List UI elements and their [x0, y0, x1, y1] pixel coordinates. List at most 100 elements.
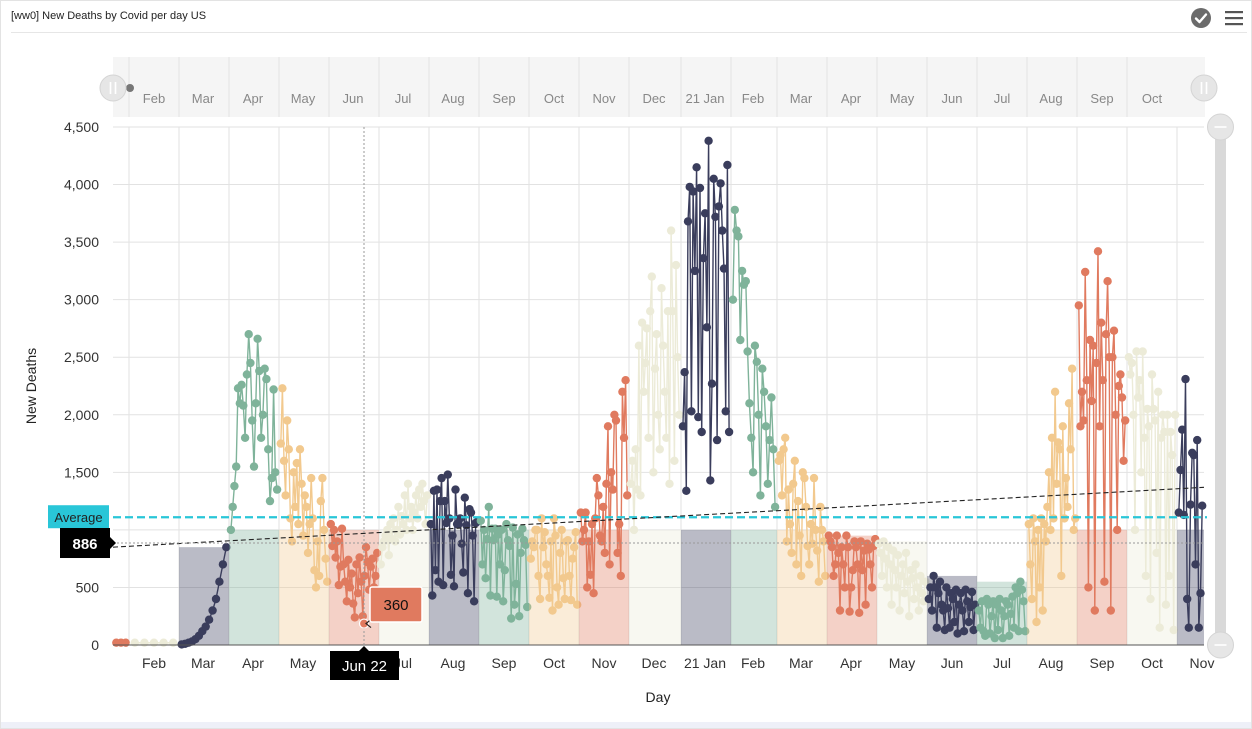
data-point[interactable] — [313, 537, 322, 546]
data-point[interactable] — [839, 560, 848, 569]
data-point[interactable] — [307, 473, 316, 483]
data-point[interactable] — [529, 543, 539, 552]
data-point[interactable] — [927, 606, 937, 615]
data-point[interactable] — [373, 548, 382, 558]
data-point[interactable] — [690, 266, 700, 276]
data-point[interactable] — [557, 525, 566, 535]
data-point[interactable] — [1040, 519, 1049, 529]
data-point[interactable] — [258, 410, 268, 419]
data-point[interactable] — [789, 479, 798, 488]
data-point[interactable] — [1077, 387, 1087, 396]
data-point[interactable] — [793, 496, 803, 506]
data-point[interactable] — [283, 416, 292, 425]
data-point[interactable] — [149, 638, 159, 647]
data-point[interactable] — [784, 485, 793, 494]
data-point[interactable] — [1089, 341, 1098, 350]
data-point[interactable] — [1143, 404, 1152, 414]
data-point[interactable] — [987, 612, 996, 621]
data-point[interactable] — [829, 571, 838, 581]
data-point[interactable] — [578, 537, 587, 546]
data-point[interactable] — [460, 493, 469, 502]
data-point[interactable] — [535, 594, 545, 604]
data-point[interactable] — [479, 525, 489, 535]
data-point[interactable] — [1014, 627, 1023, 636]
data-point[interactable] — [1132, 347, 1141, 356]
data-point[interactable] — [542, 560, 551, 569]
data-point[interactable] — [877, 571, 887, 581]
data-point[interactable] — [893, 551, 903, 560]
data-point[interactable] — [636, 491, 645, 500]
data-point[interactable] — [858, 566, 867, 575]
data-point[interactable] — [1150, 416, 1160, 425]
data-point[interactable] — [599, 502, 608, 512]
data-point[interactable] — [942, 583, 951, 592]
data-point[interactable] — [618, 387, 627, 396]
data-point[interactable] — [897, 571, 906, 581]
data-point[interactable] — [1026, 560, 1035, 569]
data-point[interactable] — [384, 551, 393, 560]
data-point[interactable] — [704, 136, 713, 145]
data-point[interactable] — [906, 566, 915, 575]
data-point[interactable] — [1033, 525, 1043, 535]
data-point[interactable] — [1186, 500, 1195, 509]
data-point[interactable] — [1154, 387, 1163, 396]
data-point[interactable] — [675, 410, 684, 419]
data-point[interactable] — [1109, 326, 1119, 335]
data-point[interactable] — [468, 531, 477, 540]
data-point[interactable] — [1176, 465, 1185, 475]
data-point[interactable] — [333, 537, 342, 546]
data-point[interactable] — [890, 566, 899, 575]
data-point[interactable] — [1117, 393, 1127, 402]
data-point[interactable] — [1044, 468, 1054, 477]
data-point[interactable] — [607, 468, 616, 477]
data-point[interactable] — [867, 583, 877, 592]
data-point[interactable] — [337, 524, 347, 533]
data-point[interactable] — [761, 422, 771, 431]
data-point[interactable] — [680, 368, 689, 377]
data-point[interactable] — [765, 435, 774, 445]
data-point[interactable] — [294, 519, 303, 529]
data-point[interactable] — [592, 473, 601, 483]
data-point[interactable] — [242, 370, 252, 379]
data-point[interactable] — [821, 571, 830, 581]
data-point[interactable] — [589, 589, 598, 598]
data-point[interactable] — [581, 508, 590, 517]
data-point[interactable] — [660, 387, 669, 396]
data-point[interactable] — [881, 554, 890, 563]
data-point[interactable] — [1035, 583, 1044, 592]
data-point[interactable] — [905, 612, 914, 621]
data-point[interactable] — [1191, 560, 1200, 569]
data-point[interactable] — [687, 407, 696, 416]
data-point[interactable] — [1121, 416, 1130, 425]
data-point[interactable] — [499, 597, 508, 606]
data-point[interactable] — [734, 232, 743, 241]
data-point[interactable] — [887, 600, 896, 609]
data-point[interactable] — [1129, 410, 1138, 419]
data-point[interactable] — [521, 540, 530, 550]
data-point[interactable] — [851, 543, 861, 552]
data-point[interactable] — [848, 566, 857, 575]
data-point[interactable] — [349, 599, 358, 608]
data-point[interactable] — [827, 543, 837, 552]
data-point[interactable] — [777, 491, 787, 500]
data-point[interactable] — [921, 577, 930, 586]
data-point[interactable] — [232, 462, 241, 471]
data-point[interactable] — [853, 560, 862, 569]
data-point[interactable] — [563, 536, 573, 545]
data-point[interactable] — [222, 543, 231, 552]
data-point[interactable] — [446, 570, 456, 579]
data-point[interactable] — [159, 638, 168, 647]
data-point[interactable] — [583, 583, 592, 592]
data-point[interactable] — [935, 577, 945, 586]
data-point[interactable] — [650, 364, 660, 373]
data-point[interactable] — [770, 502, 780, 512]
data-point[interactable] — [469, 597, 479, 606]
data-point[interactable] — [1189, 450, 1199, 460]
data-point[interactable] — [990, 633, 999, 643]
data-point[interactable] — [816, 502, 825, 512]
data-point[interactable] — [286, 514, 295, 523]
hamburger-menu-icon[interactable] — [1223, 8, 1245, 28]
data-point[interactable] — [253, 334, 262, 343]
data-point[interactable] — [964, 617, 973, 627]
data-point[interactable] — [1164, 571, 1174, 581]
